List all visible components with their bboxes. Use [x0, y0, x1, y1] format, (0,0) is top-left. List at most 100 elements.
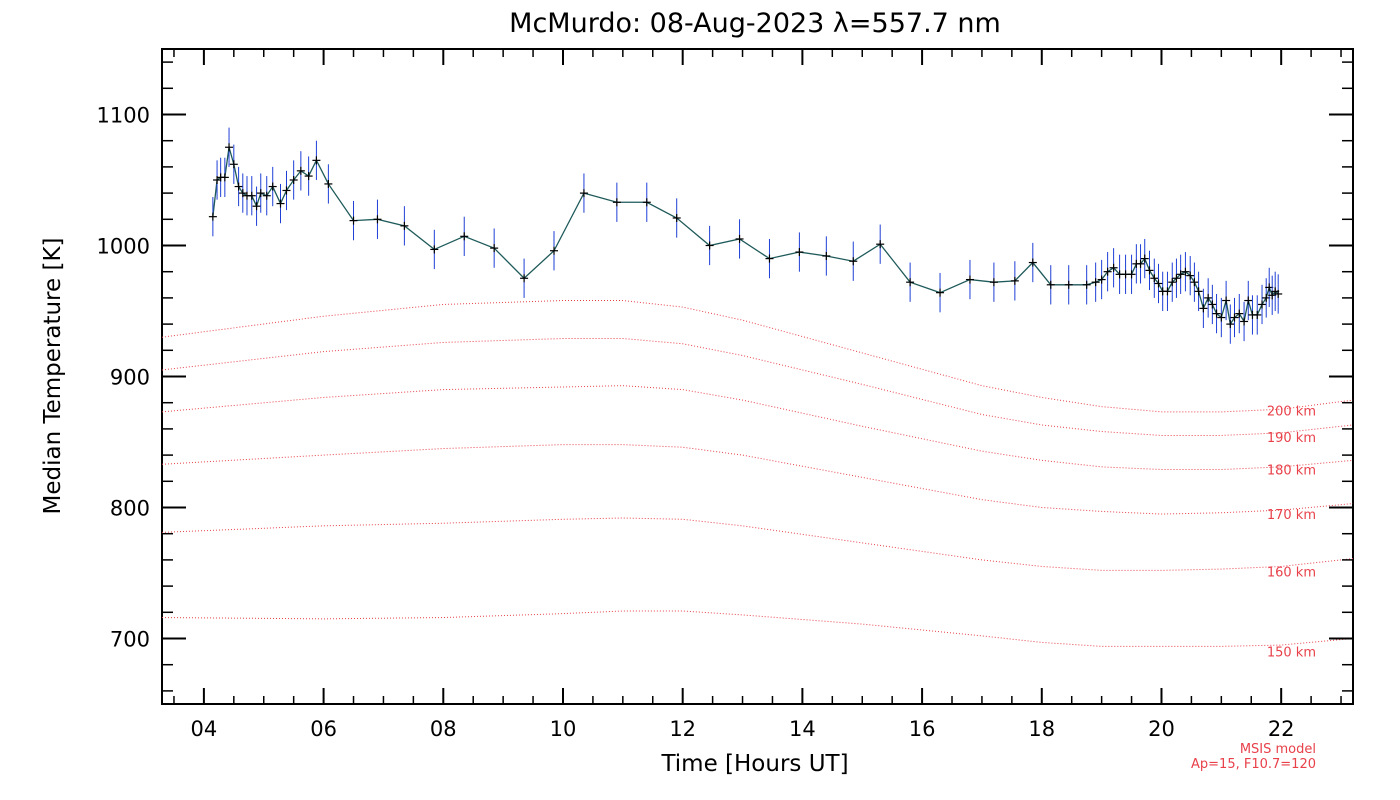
y-tick-label: 1100: [97, 104, 150, 128]
data-point: [490, 244, 499, 253]
data-point: [1258, 300, 1267, 309]
data-point: [1103, 267, 1112, 276]
data-point: [1208, 300, 1217, 309]
data-point: [1154, 279, 1163, 288]
y-tick-label: 700: [110, 628, 150, 652]
data-point: [1176, 270, 1185, 279]
data-point: [1127, 270, 1136, 279]
data-point: [1168, 278, 1177, 287]
chart-title: McMurdo: 08-Aug-2023 λ=557.7 nm: [509, 8, 1001, 39]
model-label-170-km: 170 km: [1267, 508, 1316, 523]
data-point: [1097, 275, 1106, 284]
y-tick-label: 800: [110, 497, 150, 521]
msis-params-note: Ap=15, F10.7=120: [1191, 757, 1316, 772]
data-point: [252, 202, 261, 211]
data-point: [1235, 309, 1244, 318]
data-point: [460, 232, 469, 241]
x-tick-label: 18: [1028, 717, 1055, 741]
data-point: [234, 182, 243, 191]
model-curve-190-km: [162, 338, 1353, 436]
axes: 04 06 08 10 12 14 16 18 20 22 700 800 900 1000 1100: [97, 49, 1353, 741]
data-point: [349, 216, 358, 225]
x-tick-label: 22: [1268, 717, 1295, 741]
data-point: [225, 143, 234, 152]
data-point: [1194, 287, 1203, 296]
y-axis-label: Median Temperature [K]: [40, 238, 66, 515]
data-point: [936, 288, 945, 297]
data-point: [906, 278, 915, 287]
series-line: [212, 147, 1279, 326]
data-point: [705, 241, 714, 250]
data-point: [1140, 254, 1149, 263]
msis-model-curves: [162, 300, 1353, 647]
data-point: [1190, 278, 1199, 287]
data-point: [262, 191, 271, 200]
data-point: [220, 173, 229, 182]
data-point: [1150, 274, 1159, 283]
data-point: [1199, 304, 1208, 313]
data-point: [312, 156, 321, 165]
data-point: [324, 179, 333, 188]
data-point: [1253, 310, 1262, 319]
y-tick-label: 900: [110, 366, 150, 390]
data-point: [795, 248, 804, 257]
model-label-160-km: 160 km: [1267, 566, 1316, 581]
x-tick-label: 14: [789, 717, 816, 741]
data-point: [765, 254, 774, 263]
model-curve-180-km: [162, 385, 1353, 471]
data-point: [579, 189, 588, 198]
data-point: [520, 274, 529, 283]
x-tick-label: 16: [909, 717, 936, 741]
data-point: [1230, 313, 1239, 322]
x-tick-label: 04: [191, 717, 218, 741]
data-point: [1217, 313, 1226, 322]
model-label-200-km: 200 km: [1267, 405, 1316, 420]
msis-note: MSIS model: [1240, 742, 1316, 757]
x-tick-label: 06: [310, 717, 337, 741]
temperature-series: [208, 127, 1283, 344]
data-point: [296, 166, 305, 175]
data-point: [876, 240, 885, 249]
x-tick-label: 10: [550, 717, 577, 741]
data-point: [642, 198, 651, 207]
model-label-190-km: 190 km: [1267, 431, 1316, 446]
model-label-150-km: 150 km: [1267, 646, 1316, 661]
data-point: [304, 172, 313, 181]
data-point: [1010, 276, 1019, 285]
data-point: [1145, 266, 1154, 275]
data-point: [965, 275, 974, 284]
data-point: [849, 257, 858, 266]
data-point: [1136, 259, 1145, 268]
data-point: [208, 212, 217, 221]
model-curve-160-km: [162, 517, 1353, 571]
model-label-180-km: 180 km: [1267, 464, 1316, 479]
data-point: [989, 278, 998, 287]
data-point: [1240, 317, 1249, 326]
model-curve-200-km: [162, 300, 1353, 413]
data-point: [1181, 267, 1190, 276]
data-point: [268, 182, 277, 191]
model-curve-170-km: [162, 444, 1353, 515]
data-point: [229, 160, 238, 169]
data-point: [256, 189, 265, 198]
data-point: [1064, 280, 1073, 289]
data-point: [373, 215, 382, 224]
data-point: [238, 189, 247, 198]
plot-frame: [161, 48, 1354, 705]
data-point: [1172, 274, 1181, 283]
data-point: [612, 198, 621, 207]
data-point: [1028, 258, 1037, 267]
x-tick-label: 12: [669, 717, 696, 741]
data-point: [430, 245, 439, 254]
data-point: [1091, 278, 1100, 287]
data-point: [1222, 296, 1231, 305]
data-point: [289, 176, 298, 184]
x-tick-label: 08: [430, 717, 457, 741]
x-axis-label: Time [Hours UT]: [660, 751, 848, 777]
data-point: [1046, 280, 1055, 289]
data-point: [1082, 280, 1091, 289]
x-tick-label: 20: [1148, 717, 1175, 741]
data-point: [822, 251, 831, 260]
data-point: [1212, 309, 1221, 318]
